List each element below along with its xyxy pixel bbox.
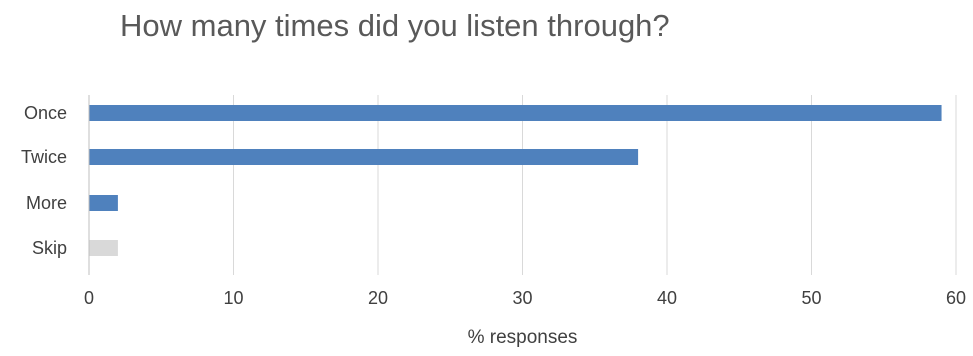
x-tick-label: 50: [801, 288, 821, 308]
x-tick-label: 60: [946, 288, 966, 308]
chart-title: How many times did you listen through?: [120, 8, 670, 43]
bar-once: [89, 105, 942, 121]
category-label: Skip: [32, 238, 67, 258]
category-label: Twice: [21, 147, 67, 167]
x-axis-title: % responses: [468, 327, 578, 348]
category-label: Once: [24, 103, 67, 123]
bar-twice: [89, 149, 639, 165]
bar-more: [89, 195, 118, 211]
category-label: More: [26, 193, 67, 213]
x-tick-label: 20: [368, 288, 388, 308]
x-tick-label: 0: [84, 288, 94, 308]
x-tick-label: 30: [512, 288, 532, 308]
x-tick-label: 40: [657, 288, 677, 308]
bar-skip: [89, 240, 118, 256]
x-tick-label: 10: [223, 288, 243, 308]
